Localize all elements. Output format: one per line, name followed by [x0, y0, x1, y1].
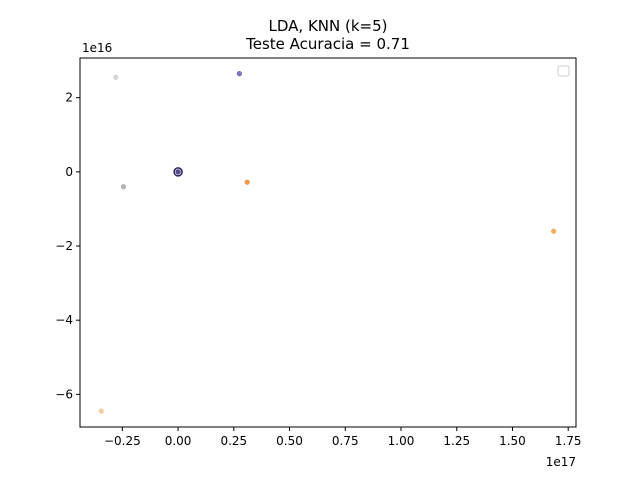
x-tick-label: −0.25 [104, 434, 141, 448]
x-tick-label: 0.25 [220, 434, 247, 448]
data-point [173, 167, 183, 177]
data-point [551, 228, 557, 234]
data-point [113, 74, 119, 80]
x-tick-label: 0.75 [332, 434, 359, 448]
y-tick-label: −4 [55, 313, 73, 327]
chart-title-line2: Teste Acuracia = 0.71 [245, 35, 410, 53]
x-tick-label: 1.75 [555, 434, 582, 448]
data-point [244, 179, 250, 185]
x-scale-label: 1e17 [546, 455, 576, 469]
legend-box [557, 65, 570, 77]
y-tick-label: −6 [55, 387, 73, 401]
y-tick-label: 0 [65, 165, 73, 179]
data-points [98, 70, 557, 414]
data-point [175, 169, 181, 175]
y-scale-label: 1e16 [82, 41, 112, 55]
chart-title-line1: LDA, KNN (k=5) [269, 17, 388, 35]
x-tick-label: 0.50 [276, 434, 303, 448]
y-tick-label: 2 [65, 91, 73, 105]
data-point [120, 184, 127, 190]
x-axis-ticks: −0.25 0.00 0.25 0.50 0.75 1.00 1.25 1.50 1.75 [104, 427, 582, 448]
y-tick-label: −2 [55, 239, 73, 253]
x-tick-label: 1.00 [388, 434, 415, 448]
x-tick-label: 0.00 [165, 434, 192, 448]
x-tick-label: 1.50 [499, 434, 526, 448]
y-axis-ticks: 2 0 −2 −4 −6 [55, 91, 80, 401]
x-tick-label: 1.25 [443, 434, 470, 448]
data-point [98, 408, 104, 414]
data-point [236, 70, 242, 77]
plot-area [79, 57, 577, 428]
